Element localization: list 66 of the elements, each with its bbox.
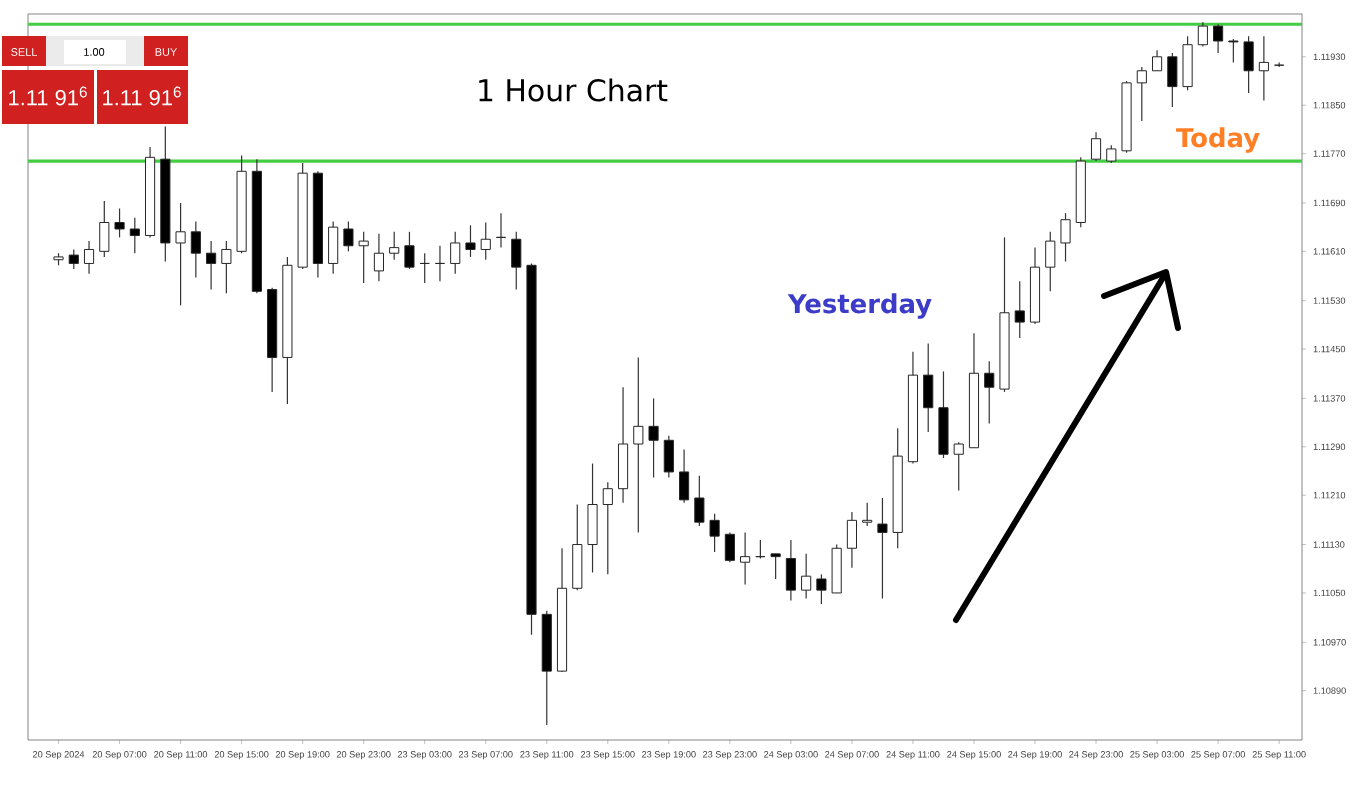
candlestick bbox=[877, 497, 888, 600]
candlestick bbox=[633, 356, 644, 534]
candlestick bbox=[404, 231, 415, 270]
candlestick bbox=[114, 207, 125, 238]
candlestick bbox=[1228, 38, 1239, 63]
candlestick bbox=[1090, 131, 1102, 162]
candlestick bbox=[1136, 66, 1147, 122]
candlestick bbox=[480, 221, 491, 261]
candlestick bbox=[434, 245, 446, 282]
candlestick bbox=[175, 202, 186, 306]
candlestick bbox=[1274, 61, 1285, 68]
candlestick bbox=[663, 435, 674, 479]
candlestick bbox=[1014, 280, 1025, 339]
candlestick bbox=[740, 531, 751, 586]
candlestick bbox=[1243, 35, 1254, 94]
candlestick bbox=[679, 448, 690, 504]
candlestick bbox=[206, 240, 217, 291]
candlestick bbox=[1060, 212, 1071, 263]
annotation: 1.11 91$^{6}$ bbox=[103, 86, 181, 106]
candlestick bbox=[785, 539, 796, 601]
candlestick bbox=[1197, 21, 1208, 48]
candlestick bbox=[587, 462, 598, 574]
candlestick bbox=[1213, 23, 1224, 54]
candlestick bbox=[1258, 35, 1269, 102]
candlestick bbox=[99, 200, 110, 258]
candlestick bbox=[648, 397, 659, 479]
candlestick bbox=[724, 531, 735, 563]
candlestick bbox=[1151, 49, 1163, 72]
candlestick bbox=[846, 511, 857, 569]
annotation: 1.11 91$^{6}$ bbox=[9, 86, 87, 106]
candlestick bbox=[221, 240, 232, 294]
candlestick bbox=[83, 240, 95, 275]
candlestick bbox=[801, 553, 812, 600]
candlestick bbox=[450, 231, 461, 275]
candlestick bbox=[816, 573, 827, 605]
candlestick bbox=[953, 441, 964, 492]
candlestick bbox=[617, 386, 629, 504]
candlestick bbox=[343, 220, 354, 252]
candlestick bbox=[465, 224, 476, 258]
candlestick bbox=[373, 233, 385, 282]
text: 1 Hour Chart bbox=[479, 78, 668, 102]
candlestick bbox=[68, 248, 79, 270]
candlestick bbox=[190, 220, 201, 278]
candlestick bbox=[129, 217, 140, 254]
candlestick bbox=[694, 475, 705, 527]
candlestick bbox=[358, 231, 369, 284]
candlestick bbox=[938, 370, 949, 459]
annotation: Today bbox=[1176, 127, 1260, 153]
candlestick bbox=[328, 220, 339, 275]
candlestick bbox=[602, 481, 613, 575]
candlestick bbox=[419, 252, 430, 284]
candlestick bbox=[572, 503, 583, 591]
candlestick bbox=[511, 231, 522, 291]
candlestick bbox=[984, 360, 995, 425]
annotation: Yesterday bbox=[787, 293, 932, 319]
candlestick bbox=[709, 513, 720, 553]
candlestick bbox=[831, 543, 842, 594]
candlestick bbox=[1045, 231, 1056, 292]
candlestick bbox=[495, 212, 507, 249]
candlestick bbox=[862, 502, 873, 527]
candlestick bbox=[1182, 35, 1193, 91]
candlestick bbox=[923, 342, 934, 433]
candlestick bbox=[389, 231, 400, 261]
candlestick bbox=[770, 553, 781, 580]
candlestick bbox=[1167, 52, 1178, 108]
candlestick bbox=[755, 539, 766, 560]
